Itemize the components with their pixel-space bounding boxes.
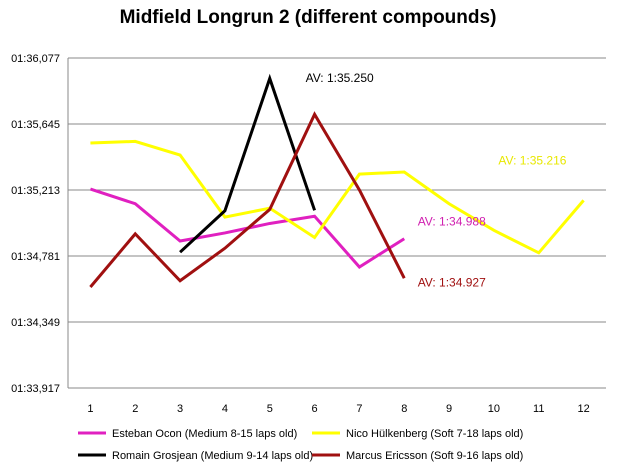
y-tick-label: 01:34,781: [11, 251, 60, 263]
average-annotations: AV: 1:35.250 AV: 1:35.216 AV: 1:34.988 AV: …: [306, 71, 567, 290]
x-tick-label: 3: [177, 403, 183, 415]
legend: Esteban Ocon (Medium 8-15 laps old) Nico …: [78, 428, 523, 462]
x-axis-ticks: 1 2 3 4 5 6 7 8 9 10 11 12: [87, 403, 589, 415]
x-tick-label: 12: [577, 403, 589, 415]
x-tick-label: 7: [356, 403, 362, 415]
x-tick-label: 2: [132, 403, 138, 415]
x-tick-label: 4: [222, 403, 228, 415]
series-line-2: [90, 139, 585, 255]
x-tick-label: 5: [267, 403, 273, 415]
x-tick-label: 11: [533, 403, 544, 415]
legend-entry: Romain Grosjean (Medium 9-14 laps old): [112, 450, 313, 462]
y-tick-label: 01:33,917: [11, 383, 60, 395]
series-line-3: [179, 73, 317, 254]
y-axis-ticks: 01:33,917 01:34,349 01:34,781 01:35,213 01:3…: [11, 53, 60, 395]
legend-entry: Marcus Ericsson (Soft 9-16 laps old): [346, 450, 523, 462]
legend-entry: Esteban Ocon (Medium 8-15 laps old): [112, 428, 297, 440]
x-tick-label: 10: [488, 403, 500, 415]
x-tick-label: 9: [446, 403, 452, 415]
chart-title: Midfield Longrun 2 (different compounds): [120, 7, 497, 28]
x-tick-label: 6: [312, 403, 318, 415]
legend-entry: Nico Hülkenberg (Soft 7-18 laps old): [346, 428, 523, 440]
average-label: AV: 1:34.927: [418, 276, 486, 290]
average-label: AV: 1:34.988: [418, 215, 486, 229]
x-tick-label: 1: [87, 403, 93, 415]
y-tick-label: 01:35,213: [11, 185, 60, 197]
y-tick-label: 01:34,349: [11, 317, 60, 329]
average-label: AV: 1:35.250: [306, 71, 374, 85]
y-tick-label: 01:36,077: [11, 53, 60, 65]
average-label: AV: 1:35.216: [498, 153, 566, 167]
x-tick-label: 8: [401, 403, 407, 415]
series-lines: [89, 73, 585, 288]
series-line-4: [89, 111, 406, 288]
y-tick-label: 01:35,645: [11, 119, 60, 131]
